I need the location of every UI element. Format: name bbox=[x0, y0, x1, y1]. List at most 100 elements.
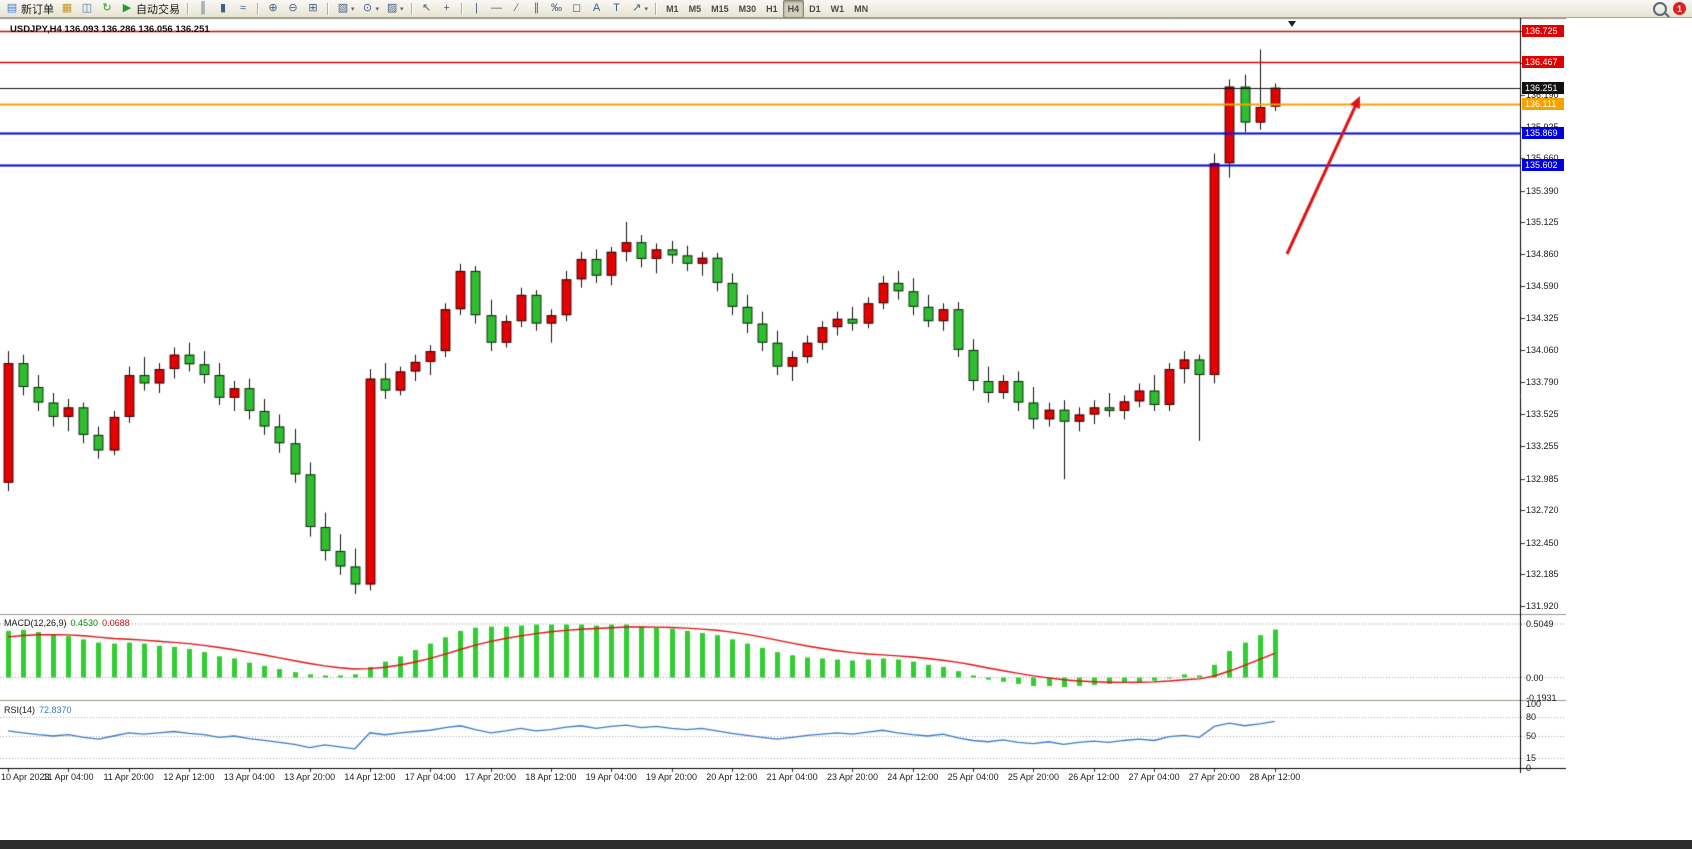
price-axis-label: 133.255 bbox=[1526, 441, 1559, 452]
price-axis-label: 134.060 bbox=[1526, 344, 1559, 355]
fibonacci-icon[interactable]: ‰ bbox=[551, 2, 563, 14]
toolbar-separator bbox=[187, 2, 189, 15]
refresh-icon[interactable]: ↻ bbox=[102, 2, 112, 14]
time-axis-label: 20 Apr 12:00 bbox=[706, 772, 758, 782]
time-axis-label: 17 Apr 20:00 bbox=[465, 772, 517, 782]
rsi-scale-label: 80 bbox=[1526, 711, 1537, 722]
notification-badge[interactable]: 1 bbox=[1673, 2, 1686, 15]
time-axis-label: 23 Apr 20:00 bbox=[826, 772, 878, 782]
time-axis-label: 25 Apr 04:00 bbox=[947, 772, 999, 782]
price-axis-label: 131.920 bbox=[1526, 601, 1559, 611]
timeframe-h4[interactable]: H4 bbox=[782, 0, 805, 18]
toolbar-separator bbox=[327, 2, 329, 15]
rsi-header: RSI(14) 72.8370 bbox=[4, 705, 76, 715]
profiles-icon[interactable]: ◫ bbox=[81, 2, 93, 14]
time-axis-label: 27 Apr 20:00 bbox=[1188, 772, 1240, 782]
macd-scale-label: 0.00 bbox=[1526, 672, 1544, 683]
toolbar-separator bbox=[460, 2, 463, 15]
horizontal-line-icon[interactable]: — bbox=[491, 2, 503, 14]
timeframe-m15[interactable]: M15 bbox=[711, 3, 729, 14]
time-axis-label: 10 Apr 2023 bbox=[1, 772, 50, 782]
timeframe-m1[interactable]: M1 bbox=[666, 3, 679, 14]
zoom-out-icon[interactable]: ⊖ bbox=[288, 2, 298, 14]
toolbar: ▤ 新订单 ▦ ◫ ↻ ▶ 自动交易 ║ ▮ ≈ ⊕ ⊖ ⊞ ▧ ▾ ⊙ ▾ ▨ ▾ ↖ + | — ∕ ∥ ‰ ◻ A T ↗ ▾ M1 M5… bbox=[0, 0, 1692, 18]
timeframe-w1[interactable]: W1 bbox=[830, 3, 845, 14]
price-axis-label: 132.985 bbox=[1526, 473, 1559, 484]
time-axis-label: 12 Apr 12:00 bbox=[163, 772, 215, 782]
chart-shift-marker[interactable] bbox=[1288, 21, 1296, 27]
bottom-scrollbar[interactable] bbox=[0, 840, 1692, 849]
rsi-value: 72.8370 bbox=[39, 705, 72, 715]
dropdown-arrow-icon: ▾ bbox=[400, 5, 404, 13]
chart-overlays: USDJPY,H4 136.093 136.286 136.056 136.25… bbox=[0, 18, 1566, 788]
rsi-scale-label: 100 bbox=[1526, 699, 1542, 709]
price-axis-label: 133.790 bbox=[1526, 377, 1559, 388]
price-axis-label: 132.720 bbox=[1526, 505, 1559, 516]
algo-trading-button[interactable]: ▶ 自动交易 bbox=[122, 2, 180, 16]
toolbar-right: 1 bbox=[1653, 1, 1690, 18]
shapes-icon[interactable]: ◻ bbox=[571, 2, 582, 14]
candlestick-chart-icon[interactable]: ▮ bbox=[219, 2, 227, 14]
macd-main-value: 0.4530 bbox=[70, 618, 99, 628]
dropdown-arrow-icon: ▾ bbox=[375, 5, 380, 13]
price-axis-label: 135.660 bbox=[1526, 153, 1559, 163]
tile-windows-icon[interactable]: ⊞ bbox=[308, 2, 318, 14]
price-axis-label: 132.185 bbox=[1526, 569, 1559, 580]
price-axis-label: 134.325 bbox=[1526, 313, 1559, 324]
price-axis-label: 134.590 bbox=[1526, 281, 1559, 292]
time-axis-label: 17 Apr 04:00 bbox=[404, 772, 456, 782]
rsi-name: RSI(14) bbox=[4, 705, 36, 715]
timeframe-d1[interactable]: D1 bbox=[809, 3, 821, 14]
support-line-lower-tag: 135.602 bbox=[1522, 159, 1564, 172]
arrows-icon[interactable]: ↗ ▾ bbox=[631, 2, 649, 14]
time-axis-label: 14 Apr 12:00 bbox=[344, 772, 396, 782]
cursor-icon[interactable]: ↖ bbox=[421, 2, 432, 14]
rsi-scale-label: 50 bbox=[1526, 731, 1537, 741]
rsi-scale-label: 15 bbox=[1526, 753, 1537, 764]
support-line-upper-tag: 135.869 bbox=[1522, 127, 1564, 140]
vertical-line-icon[interactable]: | bbox=[475, 2, 478, 14]
macd-header: MACD(12,26,9) 0.4530 0.0688 bbox=[4, 618, 134, 628]
time-axis-label: 24 Apr 12:00 bbox=[887, 772, 939, 782]
price-axis-label: 135.925 bbox=[1526, 122, 1559, 132]
text-icon[interactable]: A bbox=[592, 2, 601, 14]
toolbar-groups: ▤ 新订单 ▦ ◫ ↻ ▶ 自动交易 ║ ▮ ≈ ⊕ ⊖ ⊞ ▧ ▾ ⊙ ▾ ▨ ▾ ↖ + | — ∕ ∥ ‰ ◻ A T ↗ ▾ M1 M5… bbox=[2, 0, 873, 18]
new-chart-icon[interactable]: ▧ ▾ bbox=[337, 2, 355, 14]
time-axis-label: 11 Apr 04:00 bbox=[43, 772, 94, 782]
label-icon[interactable]: T bbox=[613, 2, 620, 14]
macd-scale-label: -0.1931 bbox=[1526, 693, 1557, 703]
rsi-scale-label: 0 bbox=[1526, 763, 1532, 773]
toolbar-separator bbox=[257, 2, 259, 15]
line-chart-icon[interactable]: ≈ bbox=[239, 2, 247, 14]
timeframe-h1[interactable]: H1 bbox=[766, 3, 778, 14]
timeframe-mn[interactable]: MN bbox=[854, 3, 869, 14]
search-icon[interactable] bbox=[1653, 1, 1670, 18]
price-axis-label: 133.525 bbox=[1526, 408, 1559, 419]
zoom-in-icon[interactable]: ⊕ bbox=[268, 2, 278, 14]
resistance-line-upper-tag: 136.725 bbox=[1522, 24, 1564, 37]
new-order-button[interactable]: ▤ 新订单 bbox=[6, 2, 54, 16]
timeframe-m30[interactable]: M30 bbox=[738, 3, 757, 14]
time-axis-label: 28 Apr 12:00 bbox=[1249, 772, 1301, 782]
timeframe-m5[interactable]: M5 bbox=[688, 3, 702, 14]
current-price-tag: 136.251 bbox=[1522, 81, 1564, 94]
template-icon[interactable]: ▨ ▾ bbox=[386, 2, 404, 14]
time-axis-label: 26 Apr 12:00 bbox=[1068, 772, 1120, 782]
time-axis-label: 27 Apr 04:00 bbox=[1128, 772, 1180, 782]
period-icon[interactable]: ⊙ ▾ bbox=[362, 2, 380, 14]
bar-chart-icon[interactable]: ║ bbox=[199, 2, 207, 14]
macd-name: MACD(12,26,9) bbox=[4, 618, 67, 628]
crosshair-icon[interactable]: + bbox=[443, 2, 450, 14]
chart-window-icon[interactable]: ▦ bbox=[61, 2, 73, 14]
pivot-line-orange-tag: 136.111 bbox=[1522, 98, 1564, 111]
time-axis-label: 19 Apr 04:00 bbox=[585, 772, 637, 782]
dropdown-arrow-icon: ▾ bbox=[351, 5, 355, 13]
time-axis-label: 21 Apr 04:00 bbox=[766, 772, 818, 782]
time-axis-label: 25 Apr 20:00 bbox=[1007, 772, 1059, 782]
chart-symbol-header: USDJPY,H4 136.093 136.286 136.056 136.25… bbox=[10, 24, 210, 35]
channel-icon[interactable]: ∥ bbox=[533, 2, 540, 14]
trendline-icon[interactable]: ∕ bbox=[515, 2, 518, 14]
chart-canvas[interactable] bbox=[0, 18, 1566, 788]
time-axis-label: 18 Apr 12:00 bbox=[525, 772, 577, 782]
time-axis-label: 11 Apr 20:00 bbox=[103, 772, 154, 782]
